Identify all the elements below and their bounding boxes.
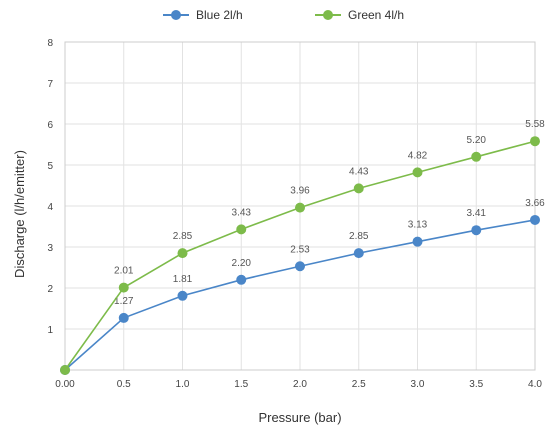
x-axis-title: Pressure (bar) [258, 410, 341, 425]
series-layer: 1.27 1.81 2.20 2.53 2.85 3.13 3.41 3.66 2.01 2.85… [60, 119, 545, 375]
data-point [471, 225, 482, 236]
y-tick-label: 1 [47, 325, 53, 336]
x-tick-label: 2.0 [293, 379, 307, 390]
data-point [236, 274, 247, 285]
data-point [412, 167, 423, 178]
y-tick-label: 4 [47, 202, 53, 213]
data-label: 3.66 [525, 198, 545, 209]
axes: 1 2 3 4 5 6 7 8 0.00 0.5 1.0 1.5 2.0 2.5 3.0 3.5 4.0 [47, 38, 542, 390]
x-tick-label: 0.5 [117, 379, 131, 390]
y-axis-title: Discharge (l/h/emitter) [12, 150, 27, 278]
x-tick-label: 3.5 [469, 379, 483, 390]
data-label: 4.82 [408, 150, 428, 161]
data-label: 3.43 [232, 207, 252, 218]
y-tick-label: 6 [47, 120, 53, 131]
x-tick-label: 0.00 [55, 379, 75, 390]
data-label: 3.13 [408, 220, 428, 231]
series-0: 1.27 1.81 2.20 2.53 2.85 3.13 3.41 3.66 [60, 198, 545, 375]
data-label: 5.20 [467, 135, 487, 146]
data-point [471, 151, 482, 162]
x-tick-label: 1.0 [176, 379, 190, 390]
x-tick-label: 4.0 [528, 379, 542, 390]
data-point [353, 248, 364, 259]
data-label: 3.96 [290, 186, 310, 197]
data-label: 3.41 [467, 208, 487, 219]
data-label: 4.43 [349, 166, 369, 177]
data-point [177, 248, 188, 259]
legend-label: Blue 2l/h [196, 8, 243, 22]
axis-titles: Pressure (bar) Discharge (l/h/emitter) [12, 150, 342, 425]
data-point [530, 136, 540, 147]
data-point [177, 290, 188, 301]
legend-label: Green 4l/h [348, 8, 404, 22]
legend-marker [323, 10, 333, 20]
data-point [412, 236, 423, 247]
x-tick-label: 2.5 [352, 379, 366, 390]
data-point [118, 312, 129, 323]
legend-item-1: Green 4l/h [315, 8, 404, 22]
data-label: 2.85 [349, 231, 369, 242]
data-point [530, 214, 540, 225]
y-tick-label: 2 [47, 284, 53, 295]
data-label: 1.27 [114, 296, 134, 307]
data-point [236, 224, 247, 235]
x-tick-label: 1.5 [234, 379, 248, 390]
y-tick-label: 3 [47, 243, 53, 254]
data-point [118, 282, 129, 293]
series-1: 2.01 2.85 3.43 3.96 4.43 4.82 5.20 5.58 [60, 119, 545, 375]
data-point [295, 261, 305, 272]
data-label: 2.01 [114, 266, 134, 277]
data-label: 2.20 [232, 258, 252, 269]
data-label: 5.58 [525, 119, 545, 130]
legend-item-0: Blue 2l/h [163, 8, 243, 22]
legend: Blue 2l/h Green 4l/h [163, 8, 404, 22]
data-point [60, 365, 70, 375]
y-tick-label: 8 [47, 38, 53, 49]
plot-frame [64, 41, 536, 371]
data-label: 2.85 [173, 231, 193, 242]
legend-marker [171, 10, 181, 20]
x-tick-label: 3.0 [411, 379, 425, 390]
data-label: 2.53 [290, 244, 310, 255]
data-point [353, 183, 364, 194]
y-tick-label: 5 [47, 161, 53, 172]
data-label: 1.81 [173, 274, 193, 285]
data-point [295, 202, 305, 213]
y-tick-label: 7 [47, 79, 53, 90]
